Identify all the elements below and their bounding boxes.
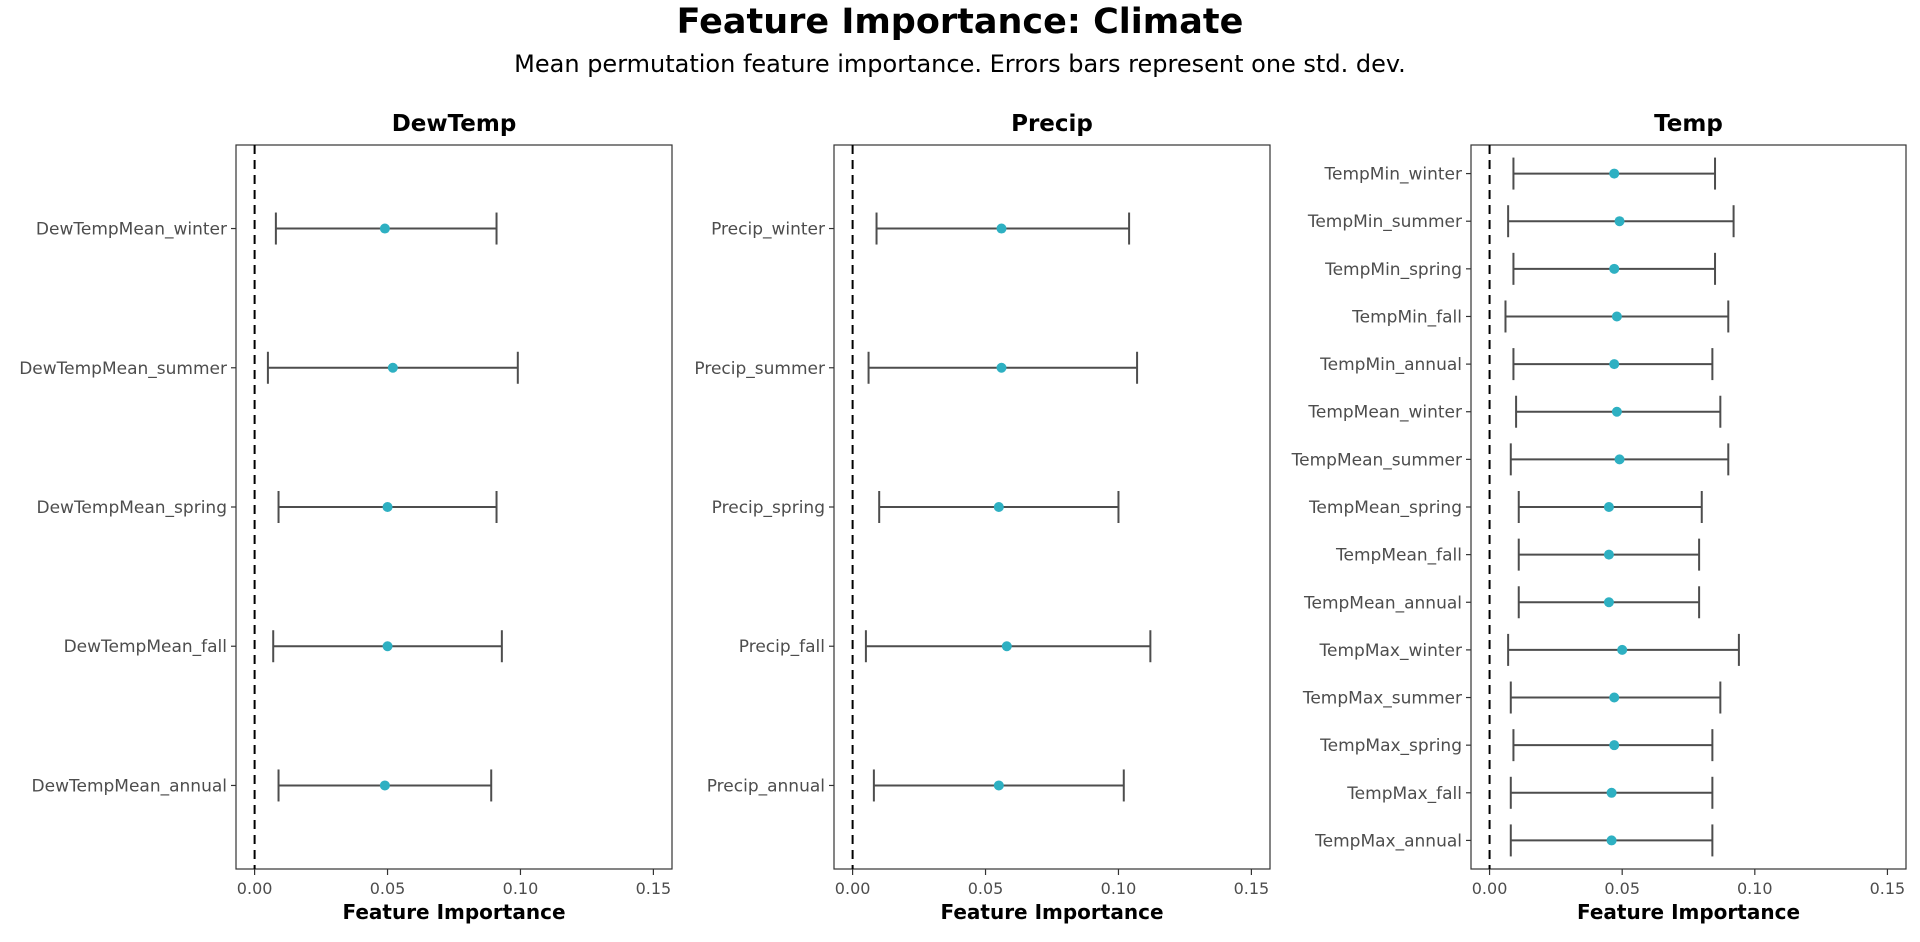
mean-point	[379, 780, 390, 791]
panel-title-2: Precip	[1011, 111, 1093, 137]
mean-point	[1603, 502, 1614, 512]
x-axis-title: Feature Importance	[1577, 900, 1800, 924]
panel-title-3: Temp	[1654, 111, 1723, 137]
category-label: DewTempMean_fall	[64, 637, 227, 657]
category-label: TempMean_winter	[1307, 403, 1462, 423]
category-label: TempMax_spring	[1319, 736, 1462, 756]
category-label: TempMax_fall	[1346, 784, 1462, 804]
category-label: DewTempMean_annual	[32, 776, 227, 796]
category-label: Precip_spring	[712, 498, 825, 518]
chart-title: Feature Importance: Climate	[676, 2, 1244, 42]
x-tick-label: 0.00	[835, 879, 871, 898]
mean-point	[993, 780, 1004, 791]
mean-point	[1617, 644, 1628, 655]
mean-point	[382, 502, 393, 512]
category-label: TempMin_winter	[1324, 165, 1463, 185]
panel-title-1: DewTemp	[392, 111, 517, 137]
x-axis-title: Feature Importance	[342, 900, 565, 924]
category-label: TempMin_spring	[1324, 260, 1462, 280]
mean-point	[1609, 359, 1620, 370]
mean-point	[1609, 168, 1620, 179]
x-tick-label: 0.05	[968, 879, 1004, 898]
mean-point	[1609, 740, 1620, 751]
chart-subtitle: Mean permutation feature importance. Err…	[514, 50, 1406, 78]
mean-point	[1609, 263, 1620, 274]
mean-point	[379, 223, 390, 234]
x-tick-label: 0.15	[1870, 879, 1906, 898]
category-label: TempMean_spring	[1308, 498, 1462, 518]
category-label: DewTempMean_spring	[36, 498, 227, 518]
mean-point	[1611, 311, 1622, 322]
x-tick-label: 0.05	[1604, 879, 1640, 898]
category-label: TempMin_fall	[1351, 307, 1462, 327]
category-label: TempMax_annual	[1314, 831, 1462, 851]
x-tick-label: 0.10	[1101, 879, 1137, 898]
category-label: TempMax_winter	[1319, 641, 1462, 661]
mean-point	[993, 502, 1004, 512]
x-axis-title: Feature Importance	[940, 900, 1163, 924]
category-label: DewTempMean_winter	[36, 220, 227, 240]
mean-point	[1611, 406, 1622, 417]
mean-point	[996, 223, 1007, 234]
category-label: TempMax_summer	[1302, 689, 1462, 709]
x-tick-label: 0.10	[503, 879, 539, 898]
category-label: Precip_fall	[739, 637, 825, 657]
mean-point	[1614, 216, 1625, 227]
category-label: TempMin_summer	[1307, 212, 1462, 232]
category-label: Precip_annual	[707, 776, 825, 796]
category-label: TempMean_fall	[1335, 546, 1462, 566]
x-tick-label: 0.15	[1234, 879, 1270, 898]
x-tick-label: 0.00	[237, 879, 273, 898]
mean-point	[387, 362, 398, 373]
category-label: Precip_summer	[694, 359, 825, 379]
x-tick-label: 0.15	[636, 879, 672, 898]
x-tick-label: 0.10	[1737, 879, 1773, 898]
x-tick-label: 0.05	[370, 879, 406, 898]
category-label: TempMean_summer	[1291, 450, 1462, 470]
mean-point	[1606, 787, 1617, 798]
mean-point	[996, 362, 1007, 373]
category-label: TempMin_annual	[1319, 355, 1462, 375]
category-label: DewTempMean_summer	[19, 359, 227, 379]
mean-point	[1606, 835, 1617, 846]
category-label: TempMean_annual	[1303, 593, 1462, 613]
mean-point	[1603, 549, 1614, 560]
category-label: Precip_winter	[711, 220, 825, 240]
mean-point	[1609, 692, 1620, 703]
x-tick-label: 0.00	[1472, 879, 1508, 898]
mean-point	[382, 641, 393, 652]
mean-point	[1001, 641, 1012, 652]
mean-point	[1603, 597, 1614, 608]
mean-point	[1614, 454, 1625, 465]
